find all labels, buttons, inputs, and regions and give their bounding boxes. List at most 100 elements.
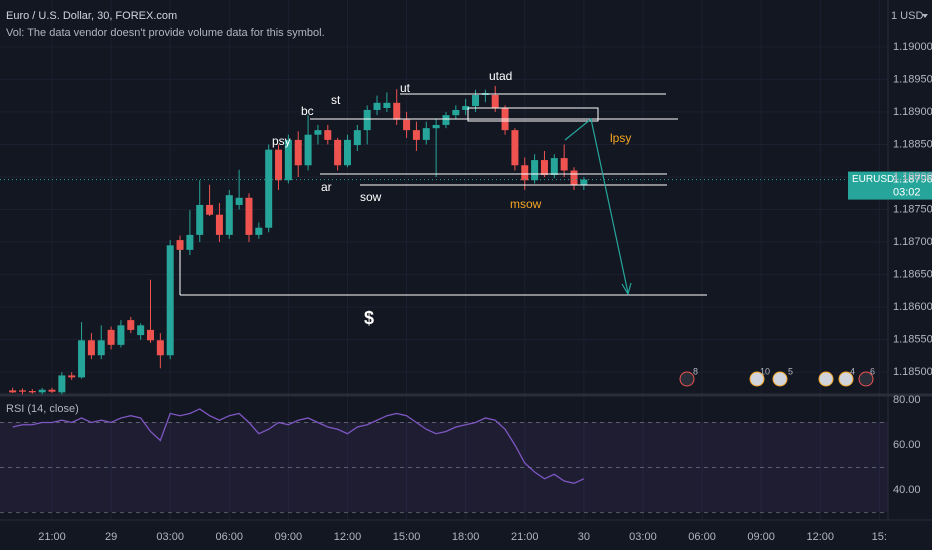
candle-body <box>58 375 66 393</box>
x-tick-label: 06:00 <box>688 531 716 543</box>
annotation: msow <box>510 197 542 211</box>
candle-body <box>48 389 56 392</box>
rsi-line <box>12 408 585 484</box>
candle-body <box>304 134 312 166</box>
annotation: ut <box>400 81 411 95</box>
candle-body <box>245 197 253 235</box>
candle-body <box>363 109 371 131</box>
candle-body <box>550 158 558 176</box>
candle-body <box>452 109 460 116</box>
candle-body <box>570 170 578 185</box>
event-icon[interactable] <box>838 371 854 387</box>
last-price-box <box>848 171 932 200</box>
candle-body <box>225 195 233 235</box>
event-count: 10 <box>760 366 770 376</box>
y-tick-label: 1.18700 <box>893 236 932 248</box>
currency-arrow[interactable] <box>922 14 928 18</box>
event-icon[interactable] <box>749 371 765 387</box>
candle-body <box>18 390 26 392</box>
candle-body <box>412 130 420 140</box>
candle-body <box>78 340 86 378</box>
candle-body <box>68 375 76 378</box>
candle-body <box>87 340 95 356</box>
x-tick-label: 15: <box>872 531 887 543</box>
candle-body <box>146 329 154 341</box>
candle-body <box>275 149 283 181</box>
y-tick-label: 1.18900 <box>893 106 932 118</box>
candle-body <box>206 204 214 215</box>
x-tick-label: 09:00 <box>275 531 303 543</box>
candle-body <box>511 130 519 166</box>
candle-body <box>343 139 351 166</box>
grid <box>0 0 888 520</box>
candle-body <box>196 204 204 235</box>
candle-body <box>28 391 36 393</box>
candle-body <box>294 139 302 166</box>
y-tick-label: 1.18850 <box>893 138 932 150</box>
event-icon[interactable] <box>772 371 788 387</box>
candle-body <box>156 340 164 356</box>
candle-body <box>491 94 499 109</box>
candle-body <box>422 128 430 140</box>
x-tick-label: 06:00 <box>216 531 244 543</box>
candle-body <box>560 158 568 171</box>
annotation: ar <box>321 180 332 194</box>
candle-body <box>107 329 115 345</box>
candle-body <box>9 390 17 393</box>
rsi-title: RSI (14, close) <box>6 403 79 415</box>
event-icon[interactable] <box>818 371 834 387</box>
x-tick-label: 30 <box>578 531 590 543</box>
y-tick-label: 1.18650 <box>893 268 932 280</box>
x-tick-label: 03:00 <box>629 531 657 543</box>
event-count: 4 <box>850 366 855 376</box>
currency: 1 USD <box>891 10 923 22</box>
events: 8 10 5 4 6 <box>679 366 875 387</box>
annotation: $ <box>364 308 374 328</box>
candle-body <box>334 139 342 166</box>
event-count: 6 <box>870 366 875 376</box>
candle-body <box>521 165 529 181</box>
x-tick-label: 21:00 <box>38 531 66 543</box>
y-tick-label: 1.18800 <box>893 171 932 183</box>
y-tick-label: 1.18500 <box>893 366 932 378</box>
x-tick-label: 29 <box>105 531 117 543</box>
candle-body <box>137 325 145 336</box>
x-tick-label: 09:00 <box>747 531 775 543</box>
x-tick-label: 03:00 <box>156 531 184 543</box>
projection-arrow <box>564 117 629 294</box>
drawings: psy bc st ut utad ar sow lpsy msow $ <box>179 69 707 328</box>
candles <box>9 85 588 395</box>
event-icon[interactable] <box>858 371 874 387</box>
candle-body <box>97 340 105 356</box>
last-price-value: 1.18796 <box>893 173 932 185</box>
candle-body <box>176 240 184 250</box>
candle-body <box>580 179 588 185</box>
candle-body <box>255 227 263 235</box>
rsi <box>0 408 888 514</box>
candle-body <box>442 115 450 125</box>
last-price-symbol: EURUSD <box>852 174 894 185</box>
event-icon[interactable] <box>679 371 695 387</box>
candle-body <box>540 160 548 176</box>
candle-body <box>284 139 292 181</box>
candle-body <box>324 130 332 140</box>
y-tick-label: 80.00 <box>893 394 921 406</box>
candle-body <box>166 245 174 356</box>
annotation: sow <box>360 190 382 204</box>
candle-body <box>117 325 125 345</box>
last-price-countdown: 03:02 <box>893 186 921 198</box>
candle-body <box>531 160 539 181</box>
x-tick-label: 21:00 <box>511 531 539 543</box>
y-tick-label: 1.18750 <box>893 203 932 215</box>
arrow-head <box>621 282 632 296</box>
candle-body <box>383 102 391 109</box>
y-tick-label: 1.18950 <box>893 73 932 85</box>
annotation: utad <box>489 69 512 83</box>
annotation: psy <box>272 134 291 148</box>
candle-body <box>265 149 273 228</box>
x-tick-label: 18:00 <box>452 531 480 543</box>
x-tick-label: 12:00 <box>334 531 362 543</box>
annotation: bc <box>301 104 314 118</box>
